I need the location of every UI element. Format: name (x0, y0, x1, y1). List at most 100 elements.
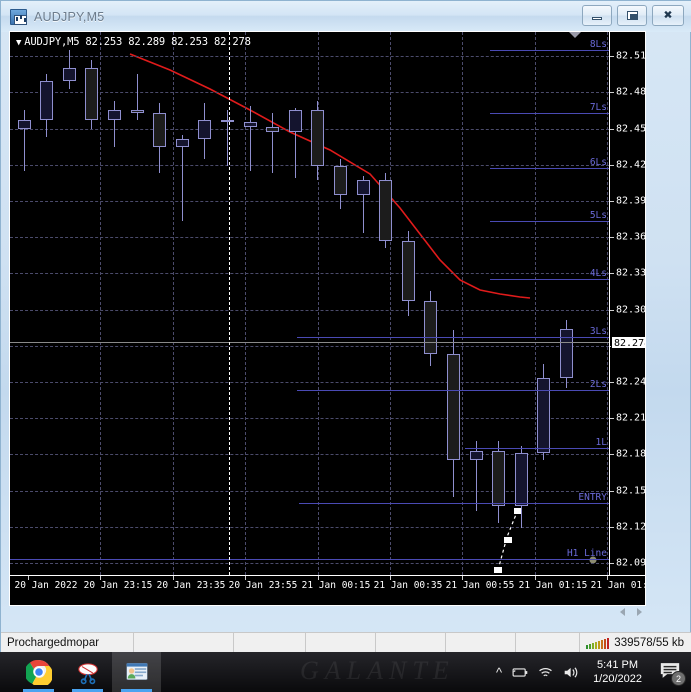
metatrader-running-indicator (121, 689, 152, 692)
trend-arrow-marker[interactable] (494, 567, 502, 573)
grid-line-horizontal (10, 309, 609, 311)
level-segment-1l (465, 448, 609, 450)
grid-line-horizontal (10, 526, 609, 528)
candle-body (62, 68, 76, 82)
taskbar-app-chrome[interactable] (14, 652, 63, 692)
level-line-5ls[interactable] (490, 221, 609, 223)
crosshair-vertical (229, 32, 230, 575)
close-icon: ✖ (663, 9, 673, 21)
time-axis[interactable]: 20 Jan 2022 20 Jan 23:15 20 Jan 23:35 20 Ja… (10, 575, 645, 605)
time-tick (28, 576, 29, 580)
candle-body (40, 81, 54, 121)
candlestick (17, 110, 31, 171)
candle-body (333, 165, 347, 195)
price-axis-label: 82.245 (616, 376, 645, 388)
price-tick (610, 526, 614, 528)
candle-body (401, 240, 415, 302)
time-axis-label: 21 Jan 00:55 (445, 580, 515, 591)
candlestick (356, 175, 370, 234)
taskbar-app-metatrader[interactable] (112, 652, 161, 692)
show-hidden-icons-icon[interactable]: ^ (495, 664, 503, 680)
status-account: Prochargedmopar (1, 632, 134, 654)
candle-body (85, 68, 99, 121)
price-tick (610, 309, 614, 311)
chart-symbol-header: ▼ AUDJPY,M5 82.253 82.289 82.253 82.278 (16, 36, 251, 48)
candlestick (379, 173, 393, 248)
status-traffic-text: 339578/55 kb (614, 637, 684, 649)
restore-button[interactable] (617, 5, 647, 26)
wallpaper-text: GALANTE (300, 656, 455, 685)
status-cell-2 (134, 632, 234, 654)
time-axis-label: 20 Jan 23:55 (228, 580, 298, 591)
moving-average-line (129, 53, 531, 299)
battery-icon[interactable] (511, 666, 528, 679)
level-line-7ls[interactable] (490, 112, 609, 114)
level-line-6ls[interactable] (490, 168, 609, 170)
grid-line-vertical (390, 32, 391, 575)
taskbar-app-snipping-tool[interactable] (63, 652, 112, 692)
price-tick (610, 237, 614, 239)
grid-line-vertical (100, 32, 101, 575)
wifi-icon[interactable] (537, 665, 554, 679)
level-label-6ls: 6Ls (589, 157, 607, 169)
grid-line-vertical (462, 32, 463, 575)
candle-body (311, 110, 325, 166)
time-tick (173, 576, 174, 580)
grid-line-horizontal (10, 454, 609, 456)
price-tick (610, 200, 614, 202)
chart-plot-area[interactable]: ▼ AUDJPY,M5 82.253 82.289 82.253 82.278 8… (10, 32, 609, 575)
clock-time: 5:41 PM (597, 659, 639, 671)
system-tray: ^ 5:41 PM 1/20/2022 (496, 658, 691, 686)
volume-icon[interactable] (563, 665, 580, 680)
windows-taskbar: GALANTE (0, 652, 691, 692)
status-cell-5 (376, 632, 446, 654)
candle-body (492, 450, 506, 507)
candle-body (107, 110, 121, 121)
candle-body (266, 127, 280, 133)
action-center-button[interactable]: 2 (659, 661, 686, 686)
level-line-8ls[interactable] (490, 50, 609, 52)
price-axis-label: 82.365 (616, 231, 645, 243)
close-button[interactable]: ✖ (652, 5, 684, 26)
window-titlebar[interactable]: AUDJPY,M5 ✖ (1, 1, 691, 32)
price-tick (610, 381, 614, 383)
current-price-line (10, 342, 609, 344)
candlestick (153, 103, 167, 174)
taskbar-clock[interactable]: 5:41 PM 1/20/2022 (593, 658, 642, 686)
trend-arrow-marker[interactable] (504, 537, 512, 543)
level-label-8ls: 8Ls (589, 39, 607, 51)
time-axis-label: 20 Jan 2022 (14, 580, 78, 591)
chart-canvas[interactable]: ▼ AUDJPY,M5 82.253 82.289 82.253 82.278 8… (9, 31, 646, 606)
level-label-5ls: 5Ls (589, 210, 607, 222)
collapse-triangle-icon[interactable]: ▼ (16, 38, 22, 48)
level-segment-3ls (297, 337, 609, 339)
price-axis-label: 82.095 (616, 557, 645, 569)
candle-body (514, 453, 528, 507)
status-cell-3 (234, 632, 306, 654)
time-axis-label: 20 Jan 23:35 (156, 580, 226, 591)
time-tick (390, 576, 391, 580)
candlestick (220, 110, 234, 166)
chart-ohlc-text: AUDJPY,M5 82.253 82.289 82.253 82.278 (24, 36, 251, 48)
candle-body (243, 122, 257, 128)
time-axis-label: 21 Jan 01:35 (590, 580, 645, 591)
scroll-right-icon[interactable] (637, 608, 642, 616)
level-label-entry: ENTRY (578, 491, 607, 503)
chart-top-marker-icon (569, 32, 581, 38)
candlestick (559, 320, 573, 388)
candlestick (537, 363, 551, 461)
candlestick (107, 100, 121, 147)
level-line-h1-line[interactable] (10, 559, 609, 561)
candle-body (537, 378, 551, 454)
price-axis[interactable]: 82.515 82.485 82.455 82.425 82.395 82.365 82.3… (609, 32, 645, 575)
level-line-4ls[interactable] (490, 279, 609, 281)
candle-wick (294, 108, 296, 178)
candle-body (130, 110, 144, 113)
grid-line-horizontal (10, 345, 609, 347)
scroll-left-icon[interactable] (620, 608, 625, 616)
candlestick (198, 103, 212, 159)
minimize-button[interactable] (582, 5, 612, 26)
level-segment-entry (299, 502, 609, 504)
level-label-2ls: 2Ls (589, 379, 607, 391)
candlestick (243, 105, 257, 171)
